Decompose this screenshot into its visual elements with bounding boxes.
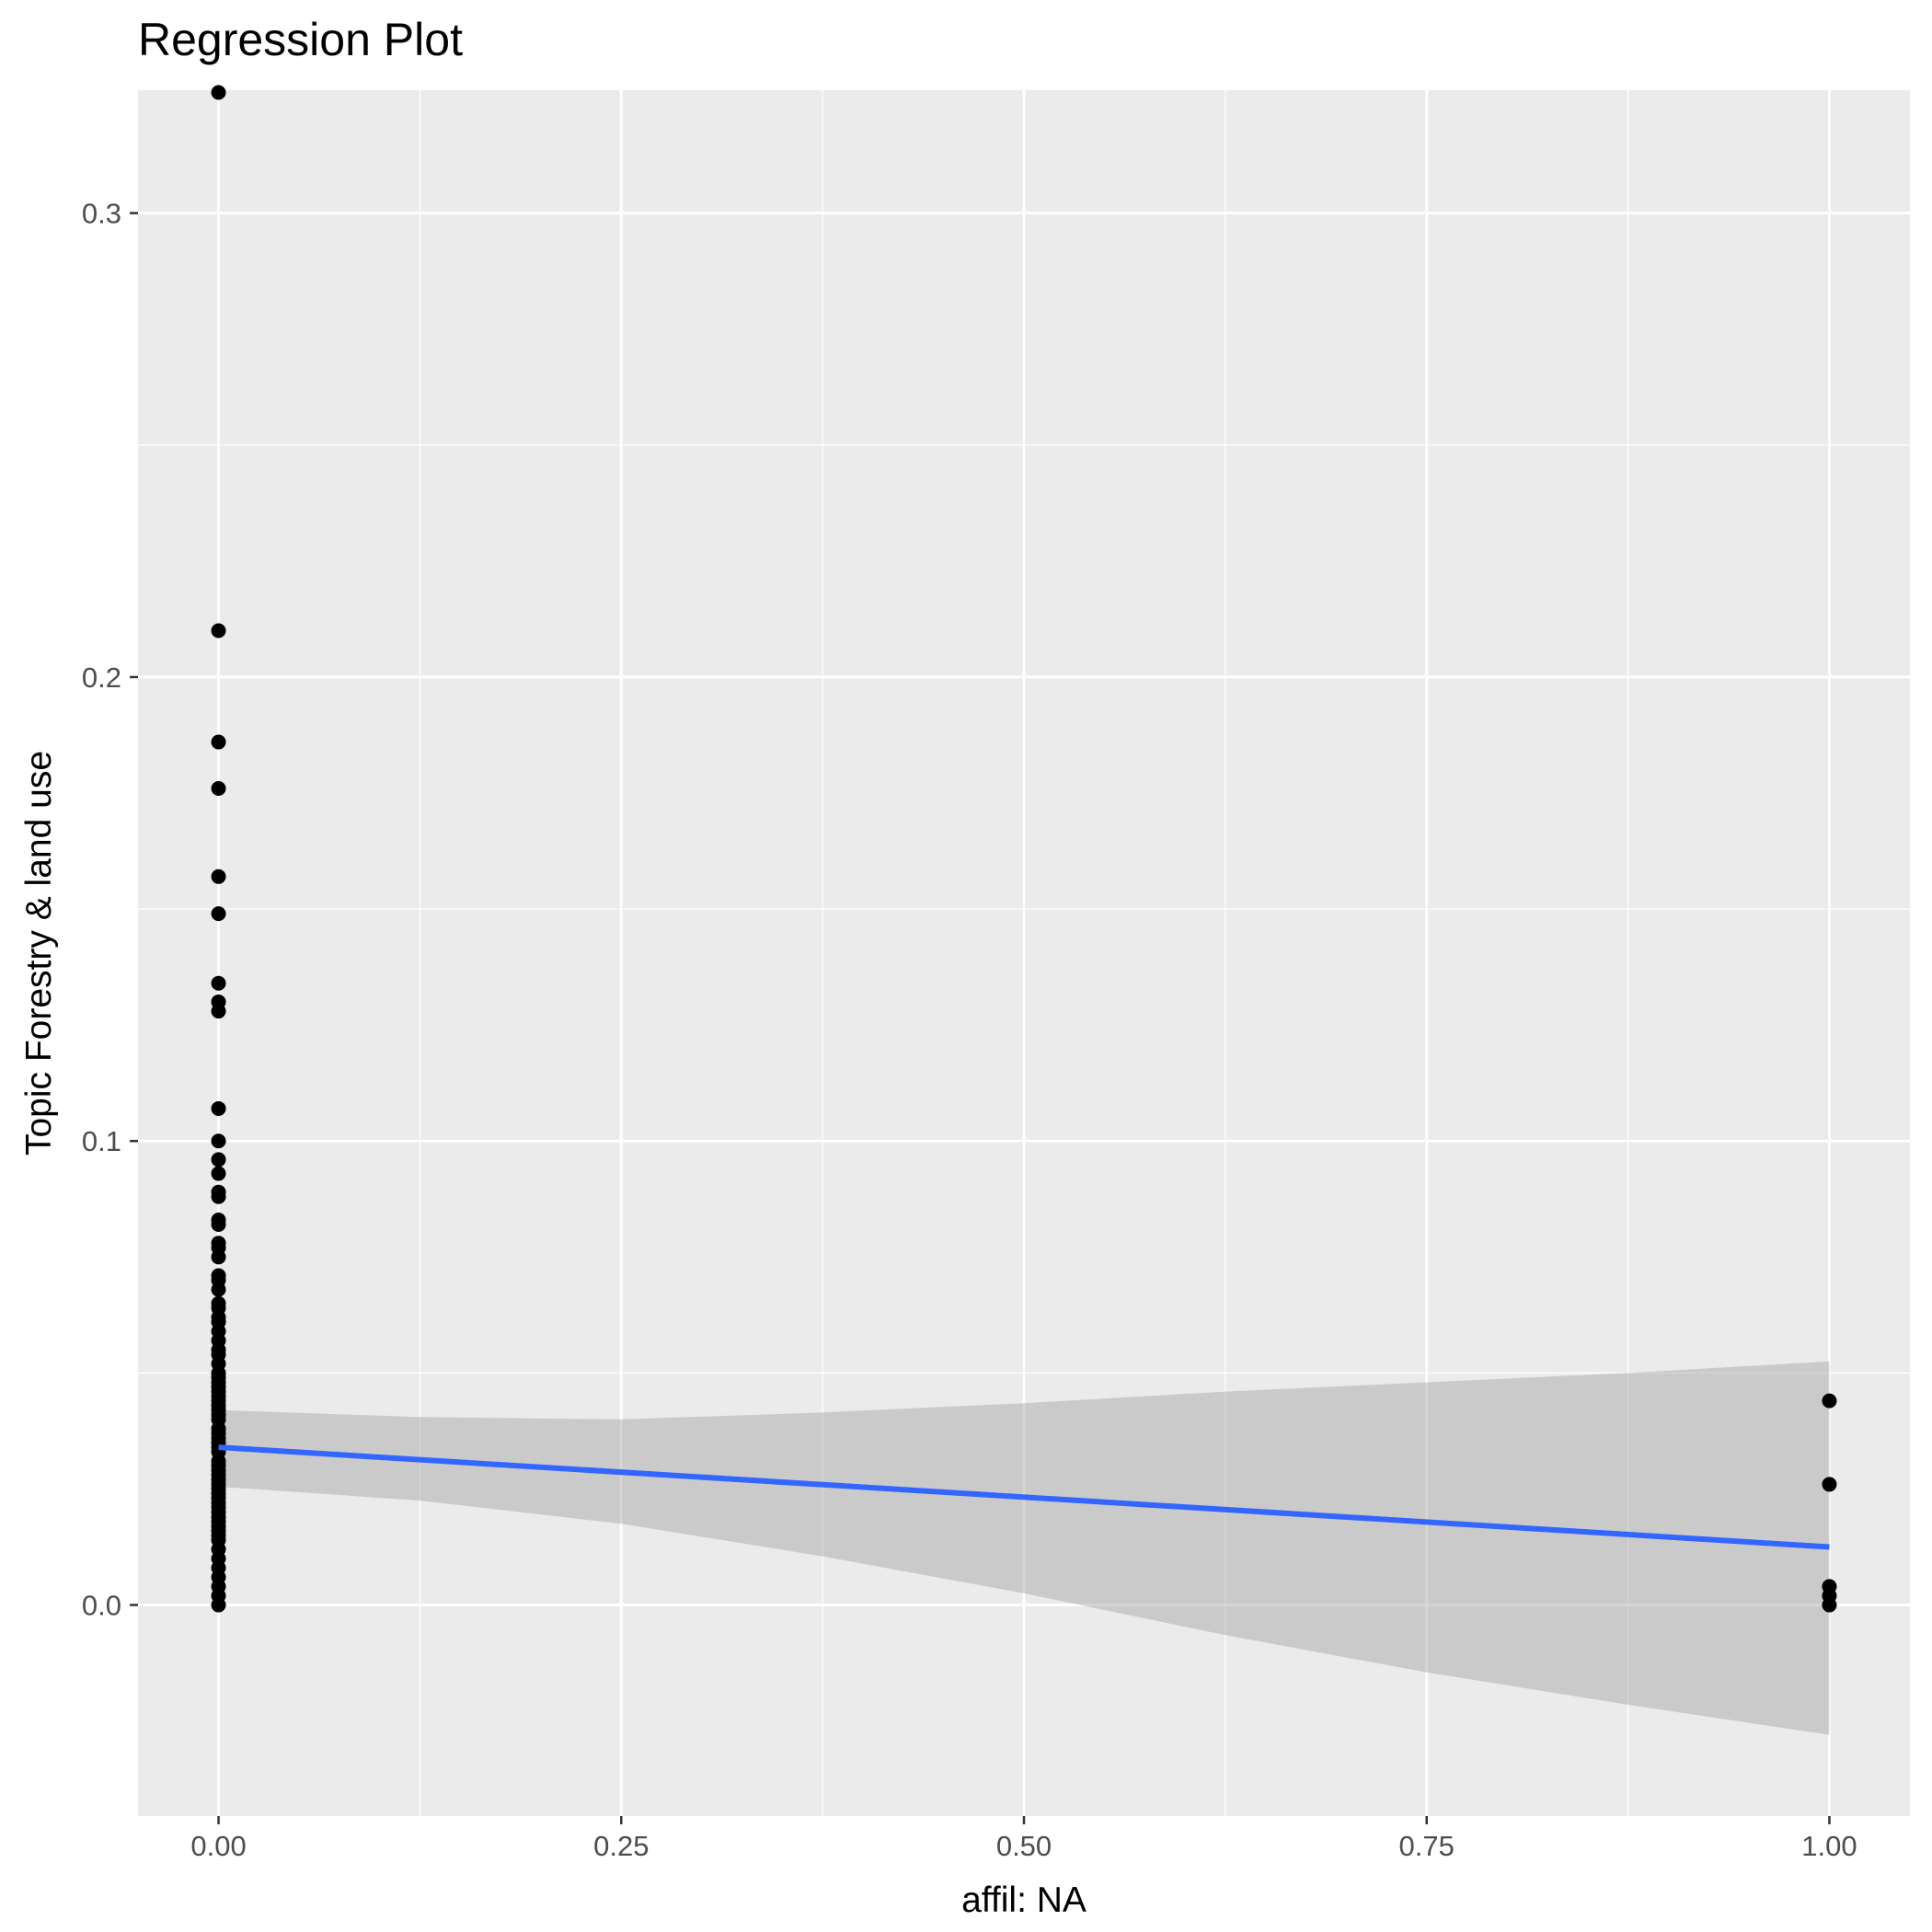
data-point: [1822, 1597, 1837, 1613]
x-tick-label: 0.25: [593, 1830, 649, 1862]
x-axis-title: affil: NA: [961, 1880, 1087, 1920]
data-point: [211, 1152, 226, 1167]
data-point: [211, 1100, 226, 1116]
chart-title: Regression Plot: [138, 14, 463, 65]
confidence-band: [218, 1361, 1830, 1735]
data-point: [211, 1166, 226, 1181]
data-point: [211, 734, 226, 750]
data-point: [211, 868, 226, 884]
data-point: [211, 1133, 226, 1149]
x-tick-label: 0.75: [1399, 1830, 1455, 1862]
major-gridlines: [138, 90, 1910, 1816]
y-tick-label: 0.2: [82, 661, 121, 694]
y-tick-label: 0.3: [82, 198, 121, 230]
data-point: [211, 1004, 226, 1019]
x-tick-label: 0.50: [996, 1830, 1052, 1862]
data-point: [211, 780, 226, 796]
y-axis: 0.0 0.1 0.2 0.3: [82, 198, 138, 1622]
data-point: [211, 623, 226, 638]
data-point: [211, 906, 226, 922]
y-tick-label: 0.1: [82, 1125, 121, 1157]
data-point: [211, 1282, 226, 1297]
data-point: [211, 1597, 226, 1613]
data-point: [211, 975, 226, 991]
data-point: [211, 1189, 226, 1204]
data-point: [1822, 1393, 1837, 1409]
regression-line: [218, 1444, 1830, 1550]
data-point: [211, 1217, 226, 1233]
x-tick-label: 1.00: [1801, 1830, 1857, 1862]
y-axis-title: Topic Forestry & land use: [19, 751, 59, 1156]
x-axis: 0.00 0.25 0.50 0.75 1.00: [190, 1816, 1857, 1862]
y-tick-label: 0.0: [82, 1590, 121, 1622]
data-point: [211, 1249, 226, 1265]
x-tick-label: 0.00: [190, 1830, 246, 1862]
data-point: [211, 85, 226, 100]
data-point: [1822, 1477, 1837, 1492]
data-points: [211, 85, 1837, 1613]
